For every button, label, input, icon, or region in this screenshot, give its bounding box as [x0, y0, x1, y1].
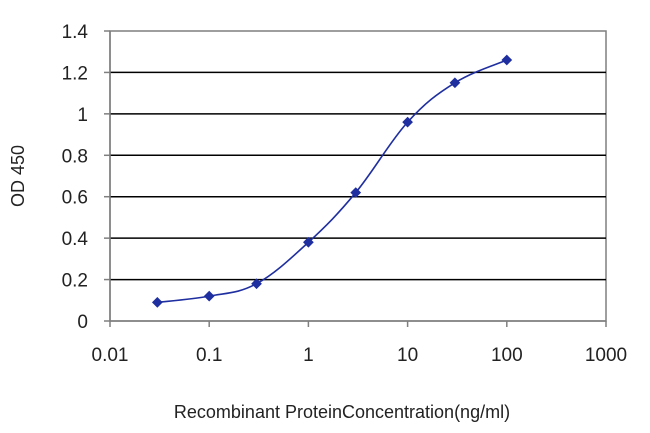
x-axis-label: Recombinant ProteinConcentration(ng/ml)	[174, 402, 510, 422]
data-point-marker	[350, 187, 362, 198]
data-point-marker	[203, 290, 215, 302]
y-tick-label: 1.4	[62, 22, 89, 43]
x-tick-label: 1000	[585, 345, 627, 366]
x-tick-label: 0.1	[196, 345, 222, 366]
x-tick-label: 100	[491, 345, 523, 366]
x-axis-ticks: 0.01 0.1 1 10 100 1000	[92, 321, 627, 366]
x-tick-label: 0.01	[92, 345, 129, 366]
data-point-marker	[151, 296, 163, 308]
gridlines	[110, 71, 606, 281]
series-line	[157, 59, 508, 304]
y-tick-label: 0.2	[62, 271, 88, 292]
x-tick-label: 1	[303, 345, 314, 366]
data-point-marker	[251, 278, 262, 290]
y-tick-label: 0.4	[62, 229, 89, 250]
plot-area	[109, 30, 607, 322]
y-tick-label: 1.2	[62, 63, 88, 84]
y-tick-label: 0.6	[62, 188, 88, 209]
data-point-marker	[303, 236, 314, 248]
y-tick-label: 0	[77, 312, 88, 333]
y-tick-label: 0.8	[62, 146, 88, 167]
x-tick-label: 10	[397, 345, 418, 366]
y-tick-label: 1	[77, 105, 88, 126]
data-point-marker	[501, 54, 513, 66]
series-group	[151, 54, 513, 308]
y-axis-label: OD 450	[8, 145, 28, 207]
y-axis-ticks: 0 0.2 0.4 0.6 0.8 1 1.2 1.4	[62, 22, 110, 333]
data-point-marker	[449, 77, 461, 89]
data-point-marker	[402, 116, 413, 128]
